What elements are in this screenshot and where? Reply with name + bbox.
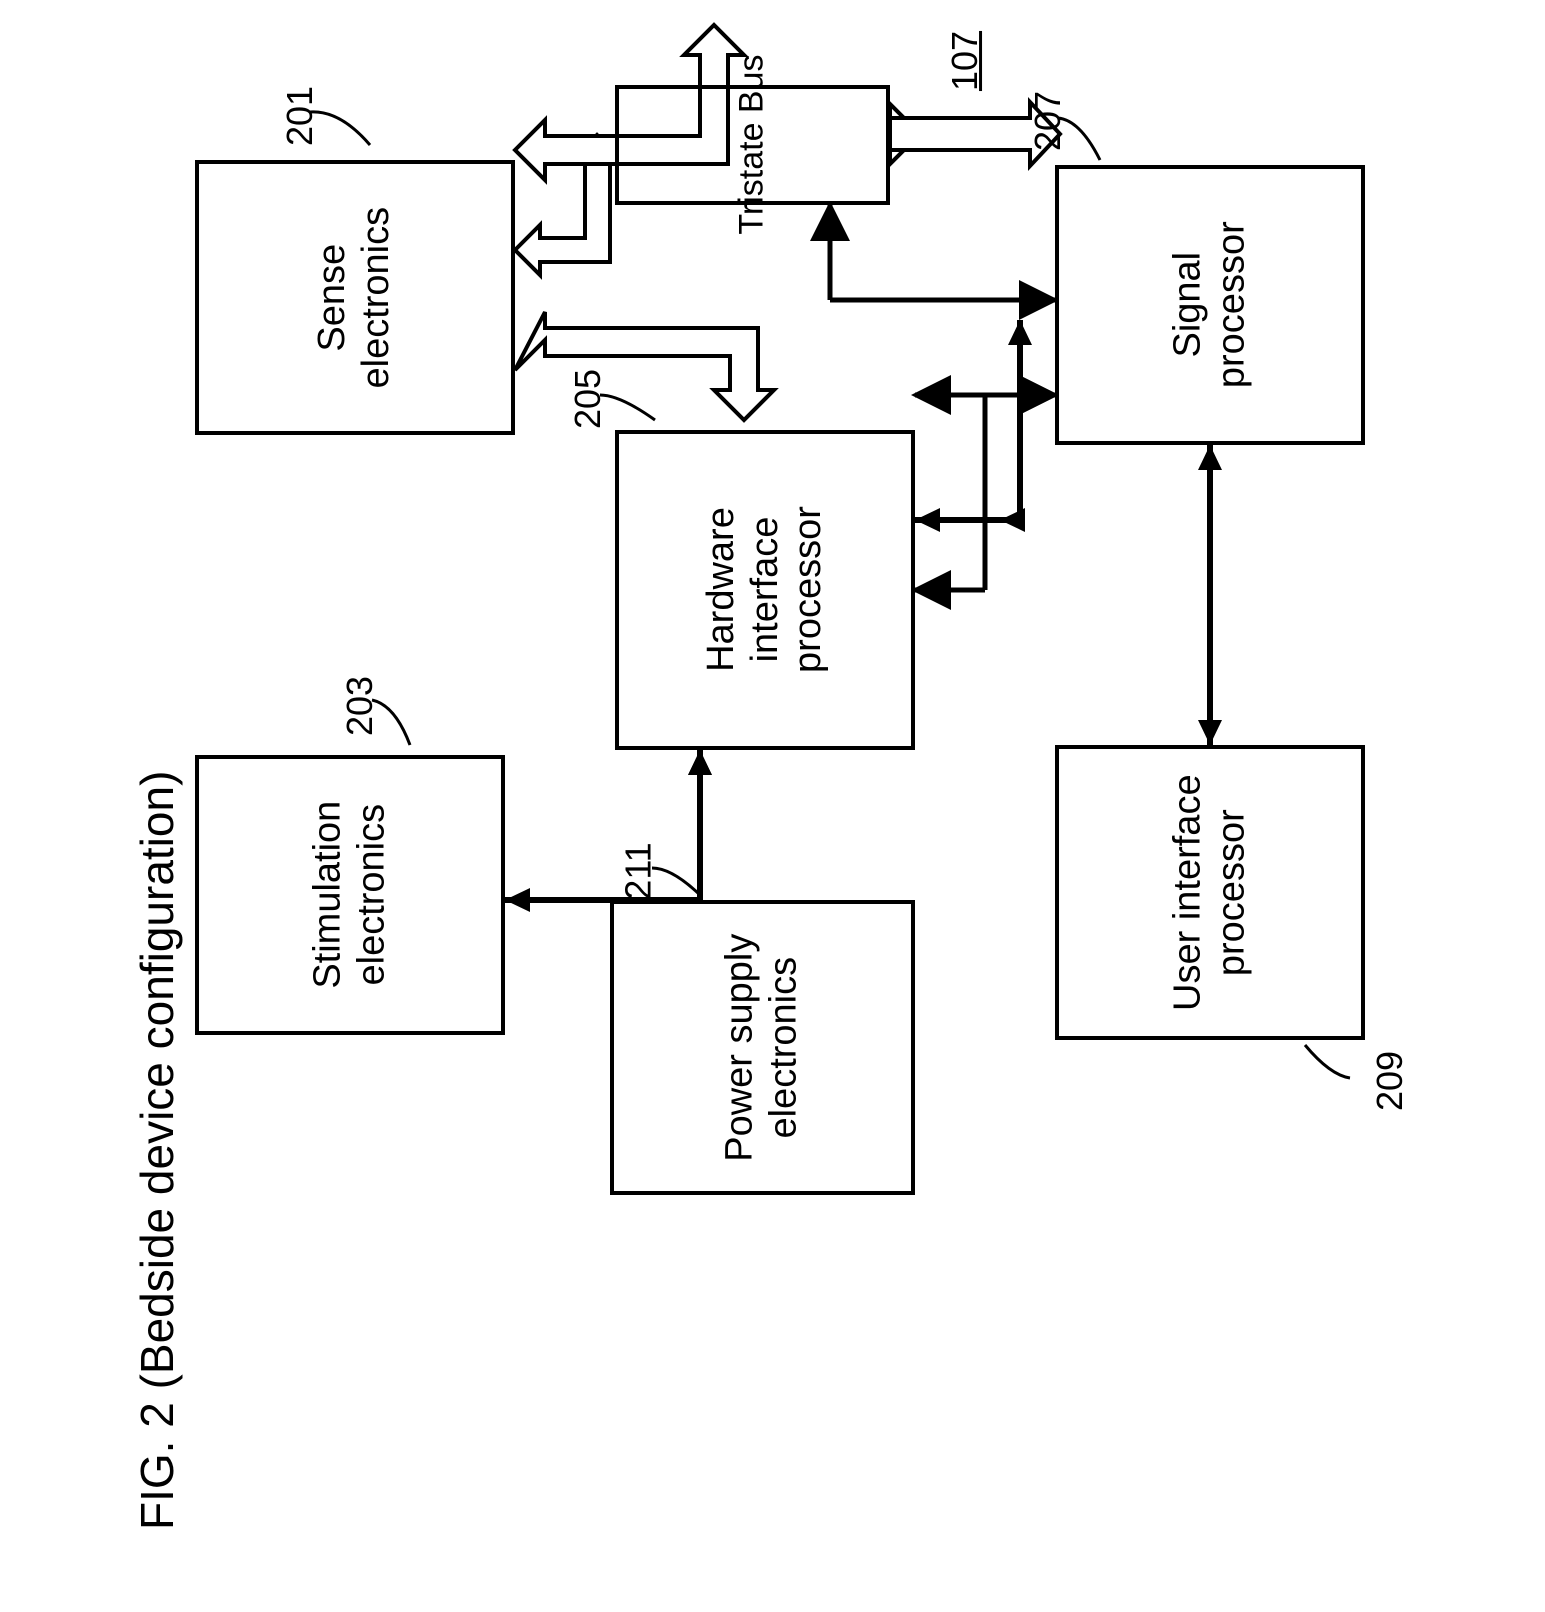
block-label: Stimulation electronics xyxy=(306,801,393,989)
block-stimulation-electronics: Stimulation electronics xyxy=(195,755,505,1035)
ref-211: 211 xyxy=(618,842,660,899)
ref-107: 107 xyxy=(944,31,986,91)
block-signal-processor: Signal processor xyxy=(1055,165,1365,445)
block-user-interface-processor: User interface processor xyxy=(1055,745,1365,1040)
block-label: Sense electronics xyxy=(311,207,398,389)
block-tristate-bus: Tristate Bus xyxy=(615,85,890,205)
ref-205: 205 xyxy=(567,369,609,429)
ref-209: 209 xyxy=(1369,1051,1411,1111)
block-label: Signal processor xyxy=(1166,222,1253,389)
block-label: Tristate Bus xyxy=(733,55,772,235)
ref-201: 201 xyxy=(279,86,321,146)
block-label: Power supply electronics xyxy=(719,933,806,1161)
block-sense-electronics: Sense electronics xyxy=(195,160,515,435)
block-label: Hardware interface processor xyxy=(699,507,830,674)
diagram-canvas: Sense electronics Stimulation electronic… xyxy=(0,0,1545,1612)
block-power-supply-electronics: Power supply electronics xyxy=(610,900,915,1195)
block-hardware-interface-processor: Hardware interface processor xyxy=(615,430,915,750)
block-label: User interface processor xyxy=(1166,774,1253,1011)
ref-203: 203 xyxy=(339,676,381,736)
ref-207: 207 xyxy=(1027,91,1069,151)
figure-caption: FIG. 2 (Bedside device configuration) xyxy=(130,771,184,1530)
